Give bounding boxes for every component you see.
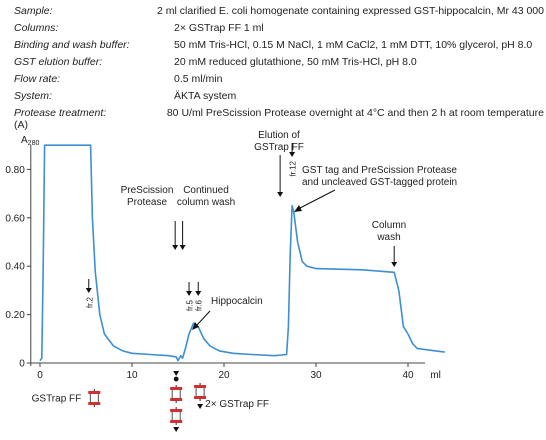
condition-label: Flow rate: [14, 73, 61, 85]
condition-row-flow-rate: Flow rate: 0.5 ml/min [14, 71, 544, 88]
annotation-arrow-hippocalcin [196, 310, 211, 326]
x-tick-label: 40 [402, 370, 414, 381]
annotation-arrow-column-wash-head [391, 262, 398, 267]
panel-label: (A) [14, 119, 28, 131]
condition-row-binding-buffer: Binding and wash buffer: 50 mM Tris-HCl,… [14, 37, 544, 54]
condition-value: 80 U/ml PreScission Protease overnight a… [166, 107, 544, 119]
annotation-arrow-prescission-head [172, 245, 179, 250]
fraction-label: fr.5 [186, 299, 195, 311]
column-icon-3-cap-bottom [194, 396, 207, 399]
x-tick-label: 30 [310, 370, 322, 381]
annotation-continued-wash: column wash [177, 197, 235, 208]
fraction-label: fr.6 [195, 299, 204, 311]
x-tick-label: 10 [126, 370, 138, 381]
flow-arrow-top [173, 371, 180, 376]
column-icon-3-cap-top [194, 385, 207, 388]
annotation-arrow-gst-tag-head [294, 205, 302, 212]
condition-row-elution-buffer: GST elution buffer: 20 mM reduced glutat… [14, 54, 544, 71]
annotation-arrow-elution-head [277, 192, 284, 197]
x-axis-label: ml [430, 370, 441, 381]
fraction-arrow-head [85, 288, 92, 293]
annotation-elution: GSTrap FF [254, 142, 304, 153]
y-tick-label: 0.80 [5, 165, 25, 176]
condition-label: Columns: [14, 22, 59, 34]
annotation-hippocalcin: Hippocalcin [211, 296, 263, 307]
annotation-continued-wash: Continued [183, 185, 229, 196]
condition-row-columns: Columns: 2× GSTrap FF 1 ml [14, 20, 544, 37]
condition-label: Sample: [14, 5, 53, 17]
condition-row-protease: Protease treatment: 80 U/ml PreScission … [14, 105, 544, 122]
flow-arrow-bottom [173, 427, 180, 432]
condition-row-system: System: ÄKTA system [14, 88, 544, 105]
fraction-label: fr.12 [289, 160, 298, 176]
annotation-elution: Elution of [258, 130, 300, 141]
flow-arrow-side [197, 404, 204, 409]
annotation-column-wash: wash [376, 232, 400, 243]
fraction-arrow-head [195, 291, 202, 296]
annotation-arrow-continued-head [179, 245, 186, 250]
column-icon-2-cap-bottom [170, 420, 183, 423]
annotation-gst-tag: and uncleaved GST-tagged protein [302, 177, 457, 188]
condition-value: 0.5 ml/min [174, 73, 223, 85]
fraction-arrow-head [186, 291, 193, 296]
y-axis-label: A280 [21, 135, 39, 147]
gstrap-column-label: GSTrap FF [32, 394, 82, 405]
condition-label: Protease treatment: [14, 107, 107, 119]
y-tick-label: 0 [19, 359, 25, 370]
annotation-prescission: PreScission [121, 185, 174, 196]
protease-dot-icon [173, 376, 179, 382]
y-tick-label: 0.20 [5, 310, 25, 321]
annotation-gst-tag: GST tag and PreScission Protease [302, 165, 457, 176]
condition-value: 50 mM Tris-HCl, 0.15 M NaCl, 1 mM CaCl2,… [174, 39, 533, 51]
gstrap-column-icon-cap-top [88, 391, 101, 394]
fraction-label: fr.2 [85, 296, 94, 308]
x-tick-label: 0 [37, 370, 43, 381]
condition-value: 2 ml clarified E. coli homogenate contai… [157, 5, 544, 17]
gstrap-column-icon-cap-bottom [88, 402, 101, 405]
condition-row-sample: Sample: 2 ml clarified E. coli homogenat… [14, 3, 544, 20]
condition-label: GST elution buffer: [14, 56, 103, 68]
y-tick-label: 0.60 [5, 213, 25, 224]
condition-value: ÄKTA system [174, 90, 237, 102]
fraction-arrow-head [289, 152, 296, 157]
column-icon-2-cap-top [170, 409, 183, 412]
chromatogram-trace [39, 144, 445, 362]
column-icon-1-cap-top [170, 387, 183, 390]
annotation-arrow-hippocalcin-head [192, 322, 199, 330]
column-icon-1-cap-bottom [170, 398, 183, 401]
x-tick-label: 20 [218, 370, 230, 381]
conditions-table: Sample: 2 ml clarified E. coli homogenat… [14, 3, 544, 122]
annotation-prescission: Protease [127, 197, 167, 208]
condition-label: System: [14, 90, 52, 102]
annotation-arrow-gst-tag [299, 189, 336, 209]
condition-label: Binding and wash buffer: [14, 39, 130, 51]
annotation-column-wash: Column [372, 220, 406, 231]
condition-value: 20 mM reduced glutathione, 50 mM Tris-HC… [174, 56, 417, 68]
y-tick-label: 0.40 [5, 262, 25, 273]
condition-value: 2× GSTrap FF 1 ml [174, 22, 264, 34]
double-column-label: 2× GSTrap FF [205, 399, 269, 410]
